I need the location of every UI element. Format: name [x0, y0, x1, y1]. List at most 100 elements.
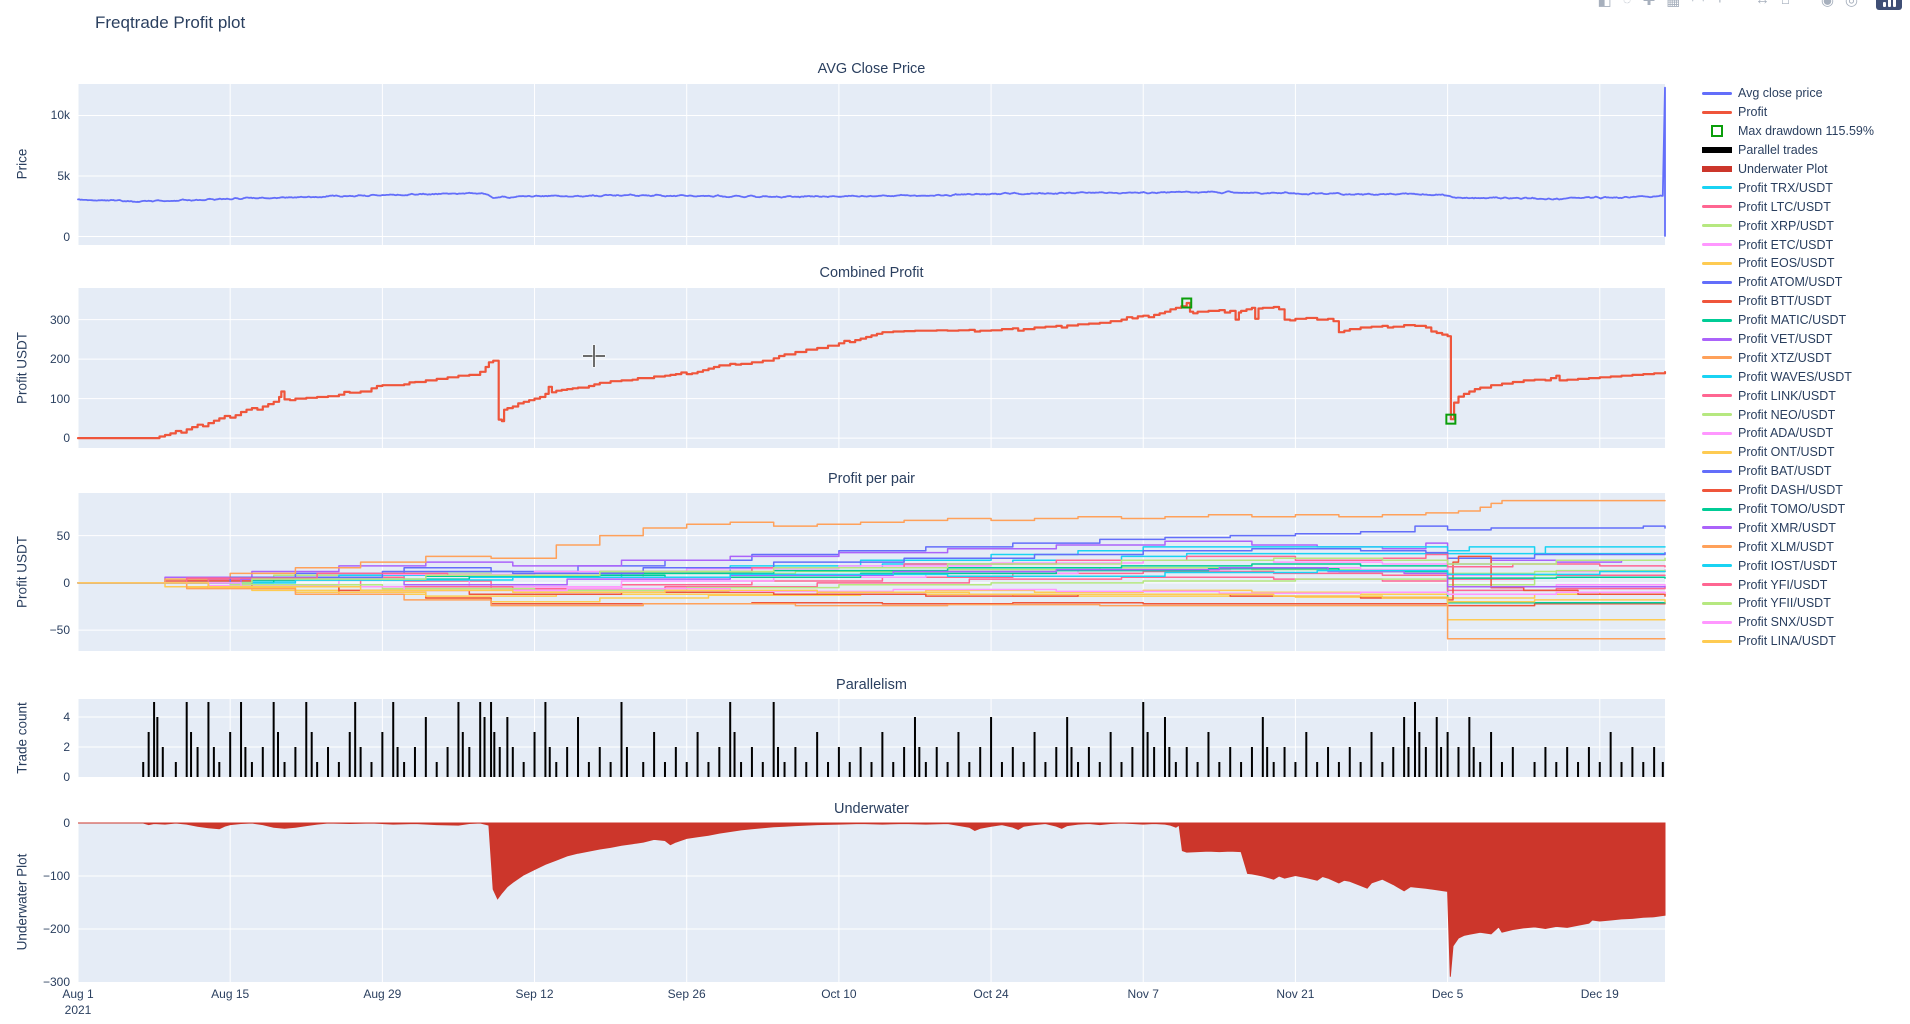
parallel-trades-bar[interactable] — [1305, 732, 1308, 777]
legend-entry-underwater-plot[interactable]: Underwater Plot — [1702, 160, 1908, 179]
parallel-trades-bar[interactable] — [733, 732, 736, 777]
parallel-trades-bar[interactable] — [413, 747, 416, 777]
legend-entry-profit-eos-usdt[interactable]: Profit EOS/USDT — [1702, 254, 1908, 273]
legend-entry-profit-vet-usdt[interactable]: Profit VET/USDT — [1702, 330, 1908, 349]
parallel-trades-bar[interactable] — [468, 747, 471, 777]
parallel-trades-bar[interactable] — [663, 762, 666, 777]
autoscale-icon[interactable]: ↔ — [1755, 0, 1770, 9]
parallel-trades-bar[interactable] — [1468, 717, 1471, 777]
parallel-trades-bar[interactable] — [147, 732, 150, 777]
legend-entry-profit-xtz-usdt[interactable]: Profit XTZ/USDT — [1702, 348, 1908, 367]
box-select-icon[interactable]: ▦ — [1666, 0, 1681, 9]
parallel-trades-bar[interactable] — [1033, 732, 1036, 777]
parallel-trades-bar[interactable] — [1218, 762, 1221, 777]
parallel-trades-bar[interactable] — [555, 762, 558, 777]
parallel-trades-bar[interactable] — [218, 762, 221, 777]
parallel-trades-bar[interactable] — [1294, 762, 1297, 777]
parallel-trades-bar[interactable] — [1446, 732, 1449, 777]
parallel-trades-bar[interactable] — [1370, 732, 1373, 777]
series-profit[interactable] — [76, 301, 1667, 440]
parallel-trades-bar[interactable] — [1142, 702, 1145, 777]
hover-closest-icon[interactable]: ◉ — [1820, 0, 1834, 9]
parallel-trades-bar[interactable] — [1479, 762, 1482, 777]
series-profit-xmr-usdt[interactable] — [77, 566, 1666, 588]
parallel-trades-bar[interactable] — [544, 702, 547, 777]
parallel-trades-bar[interactable] — [1066, 717, 1069, 777]
legend-entry-profit-snx-usdt[interactable]: Profit SNX/USDT — [1702, 613, 1908, 632]
parallel-trades-bar[interactable] — [1185, 747, 1188, 777]
parallel-trades-bar[interactable] — [827, 762, 830, 777]
parallel-trades-bar[interactable] — [461, 732, 464, 777]
parallel-trades-bar[interactable] — [1577, 762, 1580, 777]
parallel-trades-bar[interactable] — [1418, 732, 1421, 777]
legend-entry-profit-yfi-usdt[interactable]: Profit YFI/USDT — [1702, 575, 1908, 594]
lasso-select-icon[interactable]: ◠ — [1691, 0, 1705, 9]
parallel-trades-bar[interactable] — [968, 762, 971, 777]
parallel-trades-bar[interactable] — [1598, 762, 1601, 777]
parallel-trades-bar[interactable] — [424, 717, 427, 777]
parallel-trades-bar[interactable] — [396, 747, 399, 777]
parallel-trades-bar[interactable] — [1609, 732, 1612, 777]
parallel-trades-bar[interactable] — [229, 732, 232, 777]
parallel-trades-bar[interactable] — [196, 747, 199, 777]
parallel-trades-bar[interactable] — [837, 747, 840, 777]
parallel-trades-bar[interactable] — [870, 762, 873, 777]
legend-entry-profit-xlm-usdt[interactable]: Profit XLM/USDT — [1702, 537, 1908, 556]
plotly-logo[interactable] — [1876, 0, 1902, 10]
legend-entry-profit-etc-usdt[interactable]: Profit ETC/USDT — [1702, 235, 1908, 254]
parallel-trades-bar[interactable] — [435, 762, 438, 777]
parallel-trades-bar[interactable] — [918, 747, 921, 777]
parallel-trades-bar[interactable] — [1174, 762, 1177, 777]
combined-profit-plot-area[interactable] — [78, 288, 1665, 448]
parallel-trades-bar[interactable] — [153, 702, 156, 777]
zoom-icon[interactable]: ◌ — [1623, 0, 1632, 9]
parallel-trades-bar[interactable] — [1555, 762, 1558, 777]
hover-compare-icon[interactable]: ◎ — [1844, 0, 1858, 9]
avg-close-price-plot-area[interactable] — [78, 84, 1665, 245]
parallel-trades-bar[interactable] — [1000, 762, 1003, 777]
parallel-trades-bar[interactable] — [370, 762, 373, 777]
parallel-trades-bar[interactable] — [498, 747, 501, 777]
parallel-trades-bar[interactable] — [392, 702, 395, 777]
parallel-trades-bar[interactable] — [1490, 732, 1493, 777]
parallel-trades-bar[interactable] — [156, 717, 159, 777]
parallel-trades-bar[interactable] — [1440, 747, 1443, 777]
parallel-trades-bar[interactable] — [337, 762, 340, 777]
legend-entry-profit-tomo-usdt[interactable]: Profit TOMO/USDT — [1702, 500, 1908, 519]
parallel-trades-bar[interactable] — [1044, 762, 1047, 777]
parallel-trades-bar[interactable] — [805, 762, 808, 777]
parallel-trades-bar[interactable] — [674, 747, 677, 777]
parallel-trades-bar[interactable] — [294, 747, 297, 777]
parallel-trades-bar[interactable] — [1381, 762, 1384, 777]
parallel-trades-bar[interactable] — [1070, 747, 1073, 777]
parallel-trades-bar[interactable] — [1500, 762, 1503, 777]
parallel-trades-bar[interactable] — [794, 747, 797, 777]
parallel-trades-bar[interactable] — [185, 702, 188, 777]
parallel-trades-bar[interactable] — [1266, 747, 1269, 777]
camera-icon[interactable]: ◧ — [1597, 0, 1612, 9]
parallel-trades-bar[interactable] — [305, 702, 308, 777]
legend-entry-profit-matic-usdt[interactable]: Profit MATIC/USDT — [1702, 311, 1908, 330]
parallel-trades-bar[interactable] — [316, 762, 319, 777]
parallel-trades-bar[interactable] — [609, 762, 612, 777]
parallel-trades-bar[interactable] — [1098, 762, 1101, 777]
legend-entry-profit-btt-usdt[interactable]: Profit BTT/USDT — [1702, 292, 1908, 311]
series-profit-yfii-usdt[interactable] — [77, 557, 1666, 584]
parallel-trades-bar[interactable] — [483, 717, 486, 777]
parallel-trades-bar[interactable] — [1229, 747, 1232, 777]
parallel-trades-bar[interactable] — [1403, 717, 1406, 777]
parallel-trades-bar[interactable] — [696, 732, 699, 777]
legend-entry-profit-xrp-usdt[interactable]: Profit XRP/USDT — [1702, 216, 1908, 235]
max-drawdown-marker[interactable] — [1445, 413, 1457, 425]
series-avg-close-price[interactable] — [77, 86, 1666, 237]
parallel-trades-bar[interactable] — [1544, 747, 1547, 777]
series-profit-iost-usdt[interactable] — [77, 569, 1666, 584]
legend-entry-profit-iost-usdt[interactable]: Profit IOST/USDT — [1702, 556, 1908, 575]
parallel-trades-bar[interactable] — [935, 747, 938, 777]
legend-entry-profit[interactable]: Profit — [1702, 103, 1908, 122]
parallel-trades-bar[interactable] — [1392, 747, 1395, 777]
parallel-trades-bar[interactable] — [777, 747, 780, 777]
parallel-trades-bar[interactable] — [522, 762, 525, 777]
series-profit-atom-usdt[interactable] — [77, 525, 1666, 584]
pan-icon[interactable]: ✚ — [1642, 0, 1656, 9]
